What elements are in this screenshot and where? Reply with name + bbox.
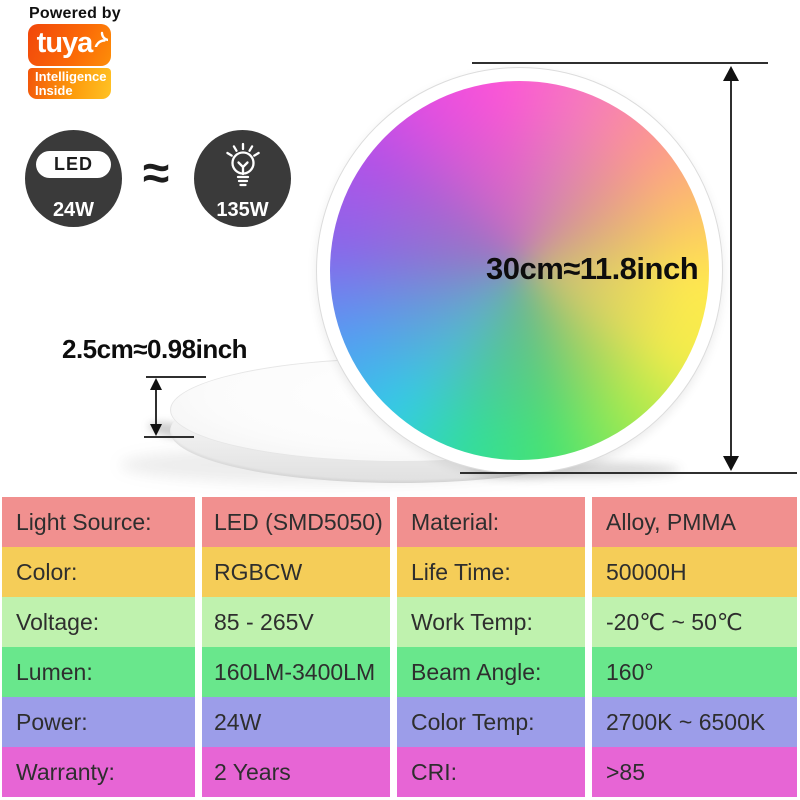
table-row: Lumen: 160LM-3400LM Beam Angle: 160° [2,647,797,697]
thickness-arrowhead-down [150,424,162,436]
spec-label: Color: [16,559,78,585]
diameter-arrowhead-up [723,66,739,81]
spec-label: Work Temp: [411,609,533,635]
spec-value: Alloy, PMMA [606,509,736,535]
intelligence-line1: Intelligence [35,69,107,84]
led-pill: LED [36,151,111,178]
spec-label: Voltage: [16,609,100,635]
spec-value: -20℃ ~ 50℃ [606,609,743,635]
diameter-arrow-line [730,72,732,464]
led-wattage-badge: LED 24W [25,130,122,227]
led-watts-text: 24W [52,199,95,221]
diameter-top-cap-line [472,62,768,64]
spec-label: Power: [16,709,88,735]
table-row: Power: 24W Color Temp: 2700K ~ 6500K [2,697,797,747]
thickness-arrow-line [155,383,157,431]
column-gap [585,497,592,797]
spec-value: 160° [606,659,654,685]
thickness-bottom-tick [144,436,194,438]
thickness-top-tick [146,376,206,378]
spec-value: 50000H [606,559,687,585]
table-row: Color: RGBCW Life Time: 50000H [2,547,797,597]
spec-label: Material: [411,509,500,535]
column-gap [390,497,397,797]
approx-symbol: ≈ [142,147,170,200]
wifi-signal-icon [94,31,108,47]
spec-value: 24W [214,709,262,735]
light-bulb-icon [226,142,260,187]
diameter-bottom-cap-line [460,472,797,474]
table-row: Warranty: 2 Years CRI: >85 [2,747,797,797]
bulb-watts-text: 135W [216,199,269,221]
spec-value: LED (SMD5050) [214,509,383,535]
intelligence-inside-badge: Intelligence Inside [28,68,111,99]
thickness-arrowhead-up [150,378,162,390]
powered-by-text: Powered by [29,5,121,22]
spec-label: Beam Angle: [411,659,542,685]
spec-label: Life Time: [411,559,511,585]
led-label: LED [54,154,93,174]
tuya-logo: tuya [28,24,111,66]
spec-label: CRI: [411,759,457,785]
spec-value: 160LM-3400LM [214,659,376,685]
spec-label: Color Temp: [411,709,535,735]
spec-label: Warranty: [16,759,115,785]
tuya-wordmark: tuya [36,26,94,59]
spec-value: RGBCW [214,559,303,585]
spec-value: 85 - 265V [214,609,314,635]
spec-value: 2 Years [214,759,291,785]
diameter-label: 30cm≈11.8inch [486,251,699,286]
intelligence-line2: Inside [35,83,73,98]
spec-table: Light Source: LED (SMD5050) Material: Al… [2,497,797,797]
thickness-label: 2.5cm≈0.98inch [62,334,248,364]
incandescent-wattage-badge: 135W [194,130,291,227]
column-gap [195,497,202,797]
spec-value: >85 [606,759,646,785]
table-row: Light Source: LED (SMD5050) Material: Al… [2,497,797,547]
spec-value: 2700K ~ 6500K [606,709,766,735]
table-row: Voltage: 85 - 265V Work Temp: -20℃ ~ 50℃ [2,597,797,647]
rgb-ceiling-lamp [316,67,723,474]
spec-label: Light Source: [16,509,152,535]
spec-label: Lumen: [16,659,93,685]
diameter-arrowhead-down [723,456,739,471]
